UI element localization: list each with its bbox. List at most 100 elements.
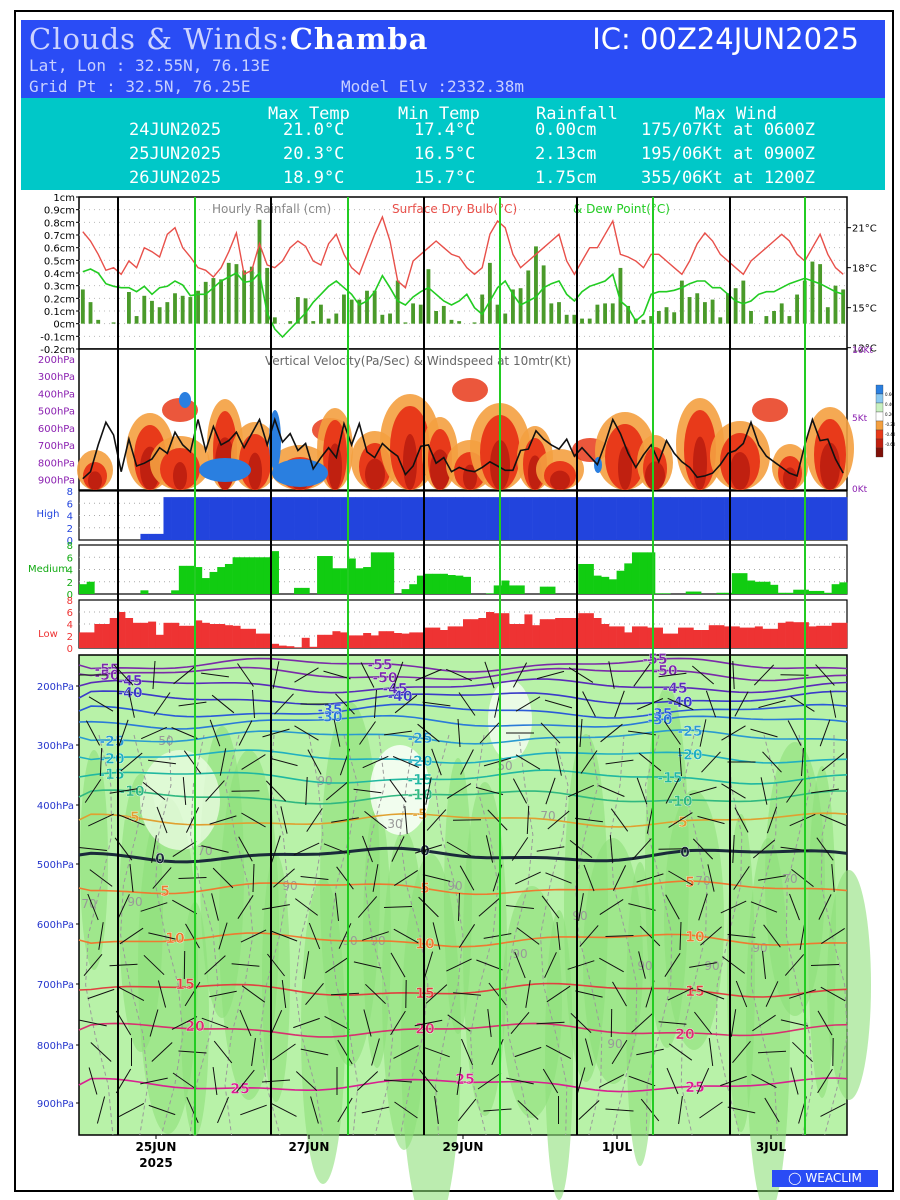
- rain-bar: [649, 316, 654, 324]
- wind-barb: [209, 719, 221, 747]
- wind-barb: [458, 924, 476, 948]
- row1-min: 17.4°C: [414, 120, 476, 140]
- wind-barb: [636, 873, 664, 883]
- date-xlabel: 25JUN: [136, 1140, 177, 1154]
- wind-barb: [636, 1048, 664, 1056]
- cloud-bar: [631, 626, 640, 648]
- vv-legend-swatch: [875, 429, 884, 440]
- wind-barb: [419, 1069, 438, 1093]
- wind-barb: [567, 960, 595, 970]
- cloud-bar: [217, 624, 226, 648]
- wind-barb: [751, 1073, 777, 1089]
- wind-barb: [217, 1096, 229, 1124]
- vv-legend-swatch: [875, 393, 884, 404]
- wind-barb: [567, 784, 595, 798]
- wind-barb: [294, 725, 319, 741]
- cloud-bar: [593, 618, 602, 648]
- rain-bar: [656, 311, 661, 324]
- wind-barb: [605, 935, 634, 937]
- cloud-ylabel: 8: [67, 596, 73, 607]
- cloud-bar: [731, 573, 740, 594]
- cloud-bar: [754, 497, 763, 540]
- wind-barb: [730, 1009, 737, 1037]
- rain-bar: [319, 304, 323, 324]
- cloud-bar: [493, 613, 502, 648]
- cloud-bar: [770, 497, 779, 540]
- wind-barb: [692, 838, 714, 860]
- wind-barb: [178, 701, 207, 707]
- wind-barb: [487, 1009, 492, 1037]
- wind-barb: [547, 810, 570, 830]
- wind-barb: [517, 1100, 539, 1120]
- cloud-bar: [762, 581, 771, 594]
- cloud-bar: [823, 625, 832, 648]
- wind-barb: [88, 813, 114, 827]
- temp-contour: [78, 880, 848, 896]
- rain-bar: [403, 322, 408, 324]
- cloud-bar: [140, 622, 149, 648]
- wind-barb: [734, 691, 749, 717]
- wind-barb: [303, 951, 310, 979]
- cloud-ylabel: 8: [67, 541, 73, 552]
- cloud-bar: [770, 628, 779, 648]
- wind-barb: [727, 1106, 756, 1114]
- cloud-ylabel: 2: [67, 524, 73, 535]
- wind-barb: [271, 835, 281, 863]
- wind-barb: [665, 778, 680, 804]
- cloud-ylabel: 2: [67, 578, 73, 589]
- rh-shade: [488, 680, 532, 760]
- wind-barb: [475, 786, 504, 796]
- temp-contour: [78, 749, 848, 764]
- wind-barb: [477, 1072, 502, 1090]
- row1-max: 21.0°C: [283, 120, 345, 140]
- wind-barb: [628, 903, 656, 911]
- wind-barb: [608, 661, 615, 689]
- dew-point-line: [82, 268, 844, 339]
- cloud-bar: [708, 497, 717, 540]
- vv-cell: [328, 443, 342, 490]
- location-name: Chamba: [289, 22, 429, 56]
- wind-barb: [431, 748, 442, 776]
- cloud-bar: [562, 618, 571, 648]
- temp-contour: [78, 789, 847, 805]
- cloud-bar: [309, 497, 318, 540]
- rain-bar: [173, 293, 177, 324]
- temp-contour-label: 10: [685, 929, 705, 945]
- wind-barb: [575, 817, 603, 823]
- wind-barb: [605, 759, 634, 765]
- vv-legend-tick: 0.20: [885, 412, 894, 417]
- row3-date: 26JUN2025: [129, 168, 222, 188]
- vv-ylabel: 300hPa: [38, 372, 75, 383]
- wind-barb: [185, 807, 200, 833]
- wind-barb: [236, 1069, 255, 1093]
- cloud-bar: [585, 497, 594, 540]
- wind-barb: [757, 1050, 787, 1054]
- wind-barb: [479, 722, 500, 744]
- wind-barb: [213, 1040, 233, 1064]
- cloud-bar: [401, 633, 410, 648]
- cloud-bar: [255, 633, 264, 648]
- vv-ylabel: 400hPa: [38, 389, 75, 400]
- cloud-bar: [201, 578, 210, 594]
- temp-contour: [78, 932, 848, 948]
- wind-barb: [664, 953, 681, 977]
- rh-contour: [785, 734, 813, 1136]
- temp-contour-label: -40: [117, 686, 143, 702]
- wind-barb: [461, 1038, 473, 1066]
- wind-barb: [819, 719, 831, 747]
- wind-barb: [118, 986, 145, 1002]
- wind-barb: [273, 868, 295, 888]
- rain-bar: [365, 290, 369, 324]
- cloud-bar: [524, 614, 533, 648]
- cloud-bar: [831, 622, 840, 648]
- cloud-bar: [393, 497, 402, 540]
- temp-contour-label: 0: [680, 845, 690, 861]
- cloud-bar: [509, 624, 518, 648]
- cloud-bar: [547, 619, 556, 648]
- temp-contour-label: 0: [420, 844, 430, 860]
- cloud-bar: [616, 497, 625, 540]
- rain-bar: [487, 262, 492, 324]
- wind-barb: [83, 953, 103, 977]
- cloud-bar: [647, 497, 656, 540]
- rain-bar: [388, 313, 392, 324]
